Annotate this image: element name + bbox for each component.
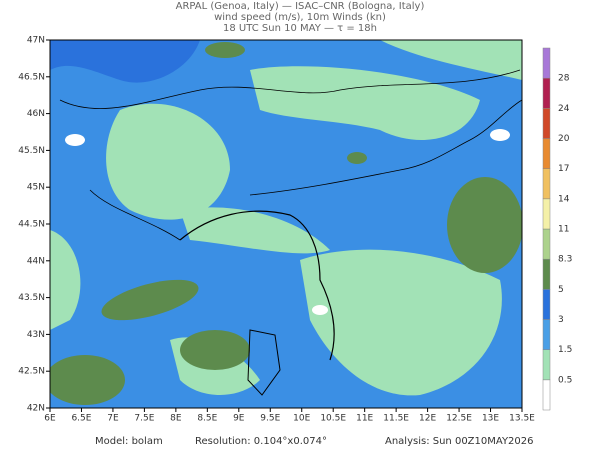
colorbar-label: 1.5 (558, 345, 572, 355)
colorbar-label: 17 (558, 164, 569, 174)
footer-analysis: Analysis: Sun 00Z10MAY2026 (385, 436, 534, 447)
footer-resolution: Resolution: 0.104°x0.074° (195, 436, 327, 447)
y-tick-label: 42N (27, 404, 45, 414)
x-tick-label: 6E (44, 414, 56, 424)
colorbar-segment (542, 258, 551, 290)
x-tick-label: 6.5E (71, 414, 91, 424)
colorbar-segment (542, 108, 551, 139)
y-tick-label: 44N (27, 256, 45, 266)
y-tick-label: 46N (27, 109, 45, 119)
x-tick-label: 9.5E (260, 414, 280, 424)
header-line: ARPAL (Genoa, Italy) — ISAC–CNR (Bologna… (176, 1, 425, 12)
header-line: wind speed (m/s), 10m Winds (kn) (214, 12, 386, 23)
colorbar-segment (542, 349, 551, 381)
y-tick-label: 42.5N (18, 367, 45, 377)
x-tick-label: 12E (419, 414, 436, 424)
x-tick-label: 7E (107, 414, 119, 424)
colorbar-segment (542, 138, 551, 169)
colorbar-label: 3 (558, 315, 564, 325)
colorbar-label: 24 (558, 104, 570, 114)
colorbar-label: 5 (558, 285, 564, 295)
colorbar-label: 28 (558, 74, 570, 84)
x-tick-label: 11E (356, 414, 373, 424)
x-tick-label: 8.5E (197, 414, 217, 424)
colorbar-label: 8.3 (558, 255, 572, 265)
y-tick-label: 47N (27, 36, 45, 46)
y-tick-label: 45N (27, 183, 45, 193)
colorbar-segment (542, 198, 551, 230)
colorbar-label: 0.5 (558, 375, 572, 385)
colorbar-segment (542, 77, 551, 109)
colorbar-segment (542, 379, 551, 411)
x-tick-label: 8E (170, 414, 182, 424)
colorbar-label: 11 (558, 225, 569, 235)
colorbar-label: 20 (558, 134, 570, 144)
x-tick-label: 11.5E (383, 414, 409, 424)
colorbar-segment (542, 289, 551, 320)
y-tick-label: 43N (27, 330, 45, 340)
y-tick-label: 46.5N (18, 72, 45, 82)
x-tick-label: 12.5E (446, 414, 472, 424)
footer-model: Model: bolam (95, 436, 163, 447)
y-tick-label: 45.5N (18, 146, 45, 156)
colorbar-label: 14 (558, 194, 570, 204)
x-tick-label: 10.5E (320, 414, 346, 424)
x-tick-label: 13.5E (509, 414, 535, 424)
colorbar-segment (542, 168, 551, 200)
header-line: 18 UTC Sun 10 MAY — τ = 18h (223, 23, 377, 34)
map-field (50, 40, 522, 408)
y-tick-label: 43.5N (18, 293, 45, 303)
colorbar-segment (542, 319, 551, 350)
y-tick-label: 44.5N (18, 220, 45, 230)
colorbar-segment (542, 47, 551, 79)
x-tick-label: 7.5E (134, 414, 154, 424)
colorbar-segment (542, 228, 551, 260)
x-tick-label: 13E (482, 414, 499, 424)
x-tick-label: 10E (293, 414, 310, 424)
x-tick-label: 9E (233, 414, 245, 424)
